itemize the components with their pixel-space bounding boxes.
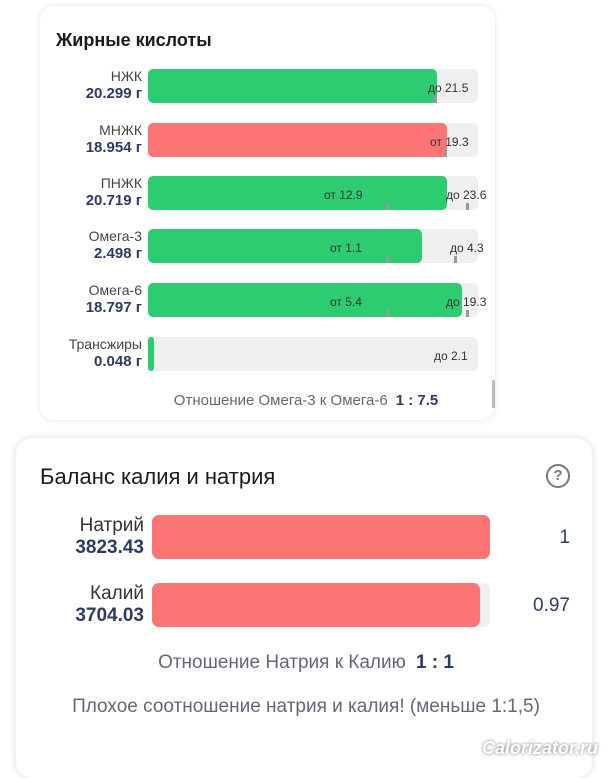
row-value: 20.299 г [85,85,142,102]
omega-ratio: Отношение Омега-3 к Омега-6 1 : 7.5 [0,392,612,409]
row-track: от 12.9 до 23.6 [148,176,486,210]
range-max: до 2.1 [434,349,468,363]
balance-row-sodium: Натрий 3823.43 1 [16,515,592,565]
omega-ratio-label: Отношение Омега-3 к Омега-6 [173,392,388,409]
row-label: Омега-6 [88,282,142,298]
help-icon[interactable]: ? [546,464,570,488]
range-max: до 23.6 [446,188,487,202]
fatty-row-trans: Трансжиры 0.048 г до 2.1 [40,336,495,376]
sodium-potassium-ratio-value: 1 : 1 [415,652,454,673]
balance-warning: Плохое соотношение натрия и калия! (мень… [72,696,540,717]
range-max-tick [466,310,469,317]
row-fill [148,229,422,263]
row-fill [148,176,447,210]
range-max-tick [454,256,457,263]
row-track: от 5.4 до 19.3 [148,283,486,317]
range-max-tick [434,96,437,103]
row-fill [148,123,447,157]
row-label: Омега-3 [88,228,142,244]
balance-row-potassium: Калий 3704.03 0.97 [16,583,592,633]
row-track: от 1.1 до 4.3 [148,229,484,263]
row-fill [148,69,438,103]
range-min-tick [386,310,389,317]
range-min: от 19.3 [430,135,469,149]
row-fill [152,583,480,627]
range-min: от 12.9 [324,188,363,202]
row-track: от 19.3 [148,123,478,157]
row-value: 18.954 г [85,139,142,156]
fatty-row-pnzhk: ПНЖК 20.719 г от 12.9 до 23.6 [40,175,495,215]
range-min-tick [386,203,389,210]
scroll-indicator[interactable] [492,380,495,408]
range-min-tick [444,150,447,157]
range-min-tick [386,256,389,263]
row-value: 2.498 г [94,245,142,262]
watermark: Calorizator.ru [481,738,598,758]
fatty-row-nzhk: НЖК 20.299 г до 21.5 [40,68,495,108]
range-min: от 1.1 [330,241,362,255]
row-value: 0.048 г [94,353,142,370]
fatty-row-mnzhk: МНЖК 18.954 г от 19.3 [40,122,495,162]
fatty-row-omega6: Омега-6 18.797 г от 5.4 до 19.3 [40,282,495,322]
row-fill [148,337,154,371]
range-max: до 19.3 [446,295,487,309]
row-ratio: 0.97 [533,595,570,616]
row-fill [148,283,463,317]
range-max-tick [466,203,469,210]
fatty-acids-title: Жирные кислоты [56,30,212,50]
row-track [152,583,490,627]
range-max: до 4.3 [450,241,484,255]
row-value: 3704.03 [75,605,144,626]
row-label: НЖК [110,68,142,84]
omega-ratio-value: 1 : 7.5 [395,392,439,409]
row-label: Натрий [79,515,144,536]
sodium-potassium-ratio-label: Отношение Натрия к Калию [158,652,406,673]
range-max: до 21.5 [428,81,469,95]
fatty-row-omega3: Омега-3 2.498 г от 1.1 до 4.3 [40,228,495,268]
row-label: МНЖК [99,122,142,138]
sodium-potassium-ratio: Отношение Натрия к Калию 1 : 1 [0,652,612,674]
row-value: 3823.43 [75,537,144,558]
row-value: 20.719 г [85,192,142,209]
row-label: Трансжиры [68,336,142,352]
row-label: Калий [90,583,144,604]
row-fill [152,515,490,559]
row-value: 18.797 г [85,299,142,316]
row-track [152,515,490,559]
row-track: до 21.5 [148,69,478,103]
row-ratio: 1 [559,527,570,548]
range-min: от 5.4 [330,295,362,309]
balance-title: Баланс калия и натрия [40,464,276,489]
row-label: ПНЖК [100,175,142,191]
row-track: до 2.1 [148,337,478,371]
